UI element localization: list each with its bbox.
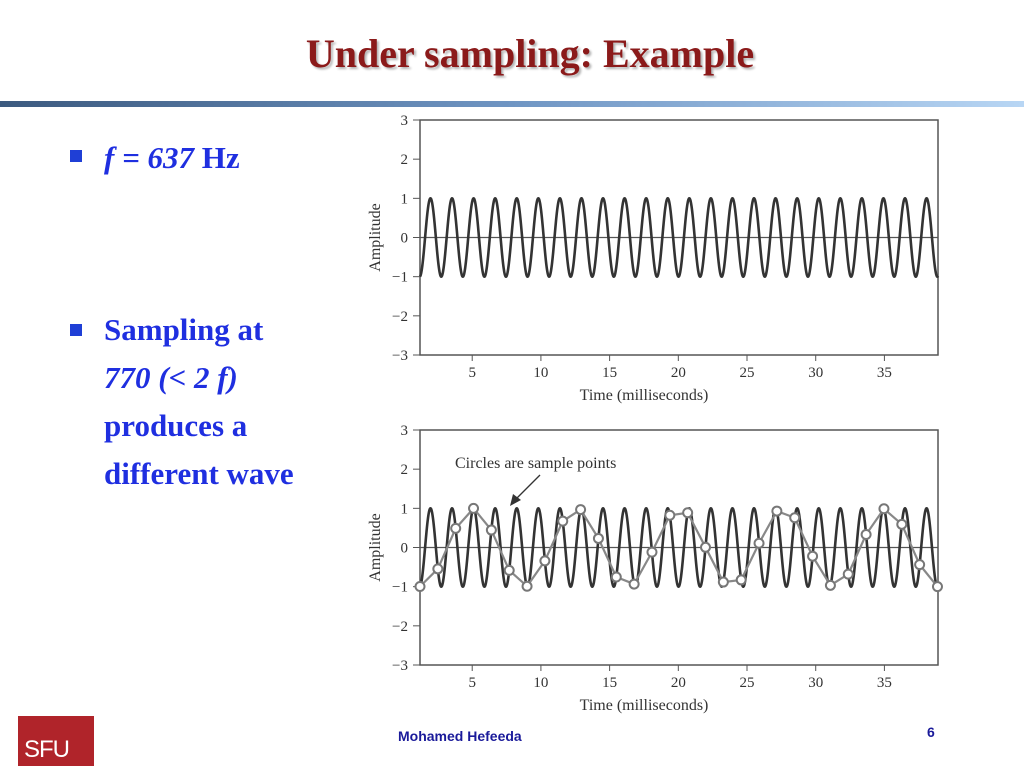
sample-point [824, 579, 836, 591]
sample-point [610, 571, 622, 583]
bullet-marker [70, 150, 82, 162]
x-tick-label: 25 [740, 675, 755, 691]
bullet-line: Sampling at [104, 312, 264, 347]
sample-point [646, 546, 658, 558]
sample-point [878, 503, 890, 515]
sample-point [468, 502, 480, 514]
bullet-line: different wave [104, 456, 294, 491]
y-tick-label: −2 [392, 309, 408, 325]
x-axis-label: Time (milliseconds) [580, 697, 709, 714]
sine-wave-637hz [418, 196, 940, 279]
sample-point [557, 515, 569, 527]
x-tick-label: 15 [602, 675, 617, 691]
sine-wave-637hz [418, 506, 940, 589]
sample-point [807, 550, 819, 562]
y-tick-label: 3 [401, 113, 409, 129]
y-tick-label: −2 [392, 619, 408, 635]
y-tick-label: 2 [401, 462, 409, 478]
bullet-frequency: f = 637 Hz [104, 134, 240, 182]
page-number: 6 [927, 724, 935, 740]
y-tick-label: −1 [392, 270, 408, 286]
sample-point [575, 504, 587, 516]
x-tick-label: 20 [671, 365, 686, 381]
bullet-marker [70, 324, 82, 336]
sample-point [539, 555, 551, 567]
sample-point [753, 537, 765, 549]
y-tick-label: −3 [392, 348, 408, 364]
y-tick-label: 0 [401, 541, 409, 557]
y-axis-label: Amplitude [367, 203, 384, 271]
y-tick-label: 0 [401, 231, 409, 247]
x-tick-label: 20 [671, 675, 686, 691]
x-tick-label: 35 [877, 365, 892, 381]
y-tick-label: −1 [392, 580, 408, 596]
y-axis-label: Amplitude [367, 513, 384, 581]
sample-point [771, 505, 783, 517]
sample-point [432, 563, 444, 575]
footer-author: Mohamed Hefeeda [398, 728, 522, 744]
x-tick-label: 30 [808, 675, 823, 691]
sample-point [700, 541, 712, 553]
y-tick-label: 1 [401, 501, 409, 517]
x-tick-label: 10 [533, 365, 548, 381]
sample-point [789, 512, 801, 524]
sample-point [592, 532, 604, 544]
sample-point [931, 581, 943, 593]
y-tick-label: 2 [401, 152, 409, 168]
x-tick-label: 25 [740, 365, 755, 381]
x-tick-label: 5 [468, 365, 476, 381]
annotation-arrow [514, 474, 541, 501]
annotation-arrowhead [510, 494, 521, 506]
x-tick-label: 35 [877, 675, 892, 691]
x-tick-label: 10 [533, 675, 548, 691]
sample-point [503, 564, 515, 576]
x-axis-label: Time (milliseconds) [580, 387, 709, 404]
bullet-sampling: Sampling at 770 (< 2 f) produces a diffe… [104, 306, 294, 498]
sample-point [414, 581, 426, 593]
logo-text: SFU [24, 736, 70, 763]
sample-point [485, 524, 497, 536]
x-tick-label: 30 [808, 365, 823, 381]
bullet-line-rate: 770 (< 2 f) [104, 360, 238, 395]
sample-point [521, 580, 533, 592]
sample-point [735, 574, 747, 586]
sample-point [628, 578, 640, 590]
y-tick-label: 3 [401, 423, 409, 439]
sample-point [842, 568, 854, 580]
sfu-logo: SFU [18, 716, 94, 766]
sample-point [860, 529, 872, 541]
bullet-line: produces a [104, 408, 248, 443]
slide-title: Under sampling: Example [305, 31, 755, 76]
sample-point [450, 522, 462, 534]
frequency-unit: Hz [194, 140, 240, 175]
title-divider [0, 101, 1024, 107]
sample-point [664, 509, 676, 521]
x-tick-label: 15 [602, 365, 617, 381]
annotation-text: Circles are sample points [455, 455, 616, 472]
sample-point [914, 559, 926, 571]
frequency-formula: f = 637 [104, 140, 194, 175]
sample-point [717, 576, 729, 588]
y-tick-label: −3 [392, 658, 408, 674]
sample-point [896, 518, 908, 530]
sample-point [682, 507, 694, 519]
sampled-wave-line [419, 506, 939, 588]
x-tick-label: 5 [468, 675, 476, 691]
y-tick-label: 1 [401, 191, 409, 207]
